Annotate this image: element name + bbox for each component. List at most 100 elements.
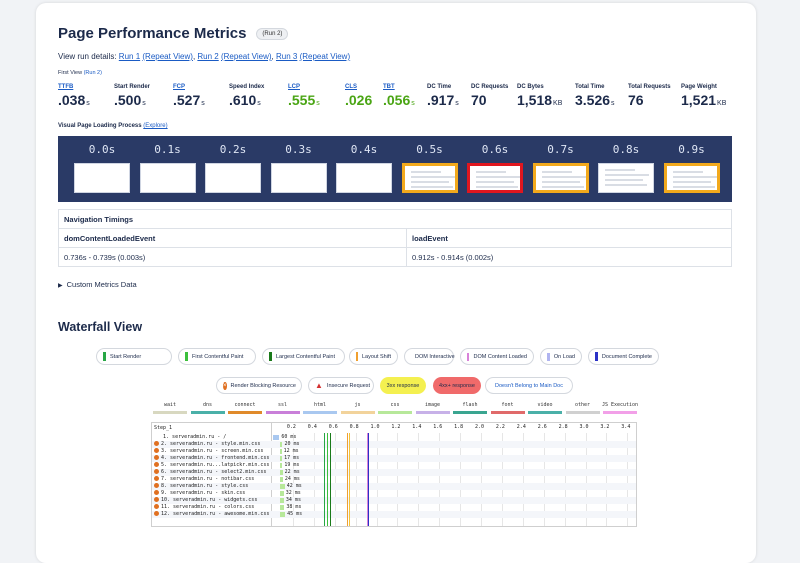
legend-render-blocking-resource: × Render Blocking Resource [216, 377, 302, 394]
table-row[interactable]: 12. serveradmin.ru - awesome.min.css 45 m… [152, 511, 636, 518]
metric-label[interactable]: TBT [383, 84, 395, 90]
filmstrip-frame[interactable]: 0.2s [203, 136, 263, 193]
run-3-repeat-link[interactable]: (Repeat View) [299, 52, 351, 61]
metric-lcp: LCP .555s [288, 84, 320, 108]
legend-swatch [595, 352, 598, 361]
time-tick: 0.4 [307, 424, 317, 430]
table-row[interactable]: 5. serveradmin.ru...latpickr.min.css 19 m… [152, 462, 636, 469]
metric-ttfb: TTFB .038s [58, 84, 90, 108]
filmstrip-frame[interactable]: 0.9s [662, 136, 722, 193]
filmstrip-frame[interactable]: 0.7s [531, 136, 591, 193]
filmstrip-frame[interactable]: 0.0s [72, 136, 132, 193]
table-row[interactable]: 9. serveradmin.ru - skin.css 32 ms [152, 490, 636, 497]
first-view-run: (Run 2) [83, 70, 102, 76]
time-tick: 0.8 [349, 424, 359, 430]
table-row[interactable]: 8. serveradmin.ru - style.css 42 ms [152, 483, 636, 490]
frame-time: 0.9s [678, 143, 705, 156]
run-1-link[interactable]: Run 1 [118, 52, 141, 61]
custom-metrics-toggle[interactable]: ▶ Custom Metrics Data [58, 280, 137, 289]
type-label: js [354, 402, 361, 408]
grid-line [376, 433, 378, 526]
request-bar [273, 435, 280, 440]
metric-value: 1,521KB [681, 92, 727, 108]
metric-label[interactable]: FCP [173, 84, 185, 90]
request-name[interactable]: 7. serveradmin.ru - notibar.css [154, 476, 254, 482]
request-name[interactable]: 8. serveradmin.ru - style.css [154, 483, 248, 489]
preview-line [672, 181, 711, 183]
metric-label[interactable]: CLS [345, 84, 357, 90]
request-name[interactable]: 1. serveradmin.ru - / [163, 434, 227, 440]
request-name[interactable]: 4. serveradmin.ru - frontend.min.css [154, 455, 269, 461]
metric-dc-time: DC Time .917s [427, 84, 459, 108]
type-label: dns [202, 402, 213, 408]
frame-time: 0.0s [88, 143, 116, 156]
type-ssl: ssl [263, 402, 303, 414]
type-label: wait [163, 402, 177, 408]
render-blocking-icon [154, 476, 159, 481]
table-row[interactable]: 3. serveradmin.ru - screen.min.css 12 ms [152, 448, 636, 455]
request-name[interactable]: 3. serveradmin.ru - screen.min.css [154, 448, 263, 454]
grid-line [564, 433, 566, 526]
table-row[interactable]: 7. serveradmin.ru - notibar.css 24 ms [152, 476, 636, 483]
navigation-timings: Navigation Timings domContentLoadedEvent… [58, 209, 732, 267]
waterfall-chart[interactable]: Step_1 0.2 0.4 0.6 0.8 1.0 1.2 1.4 1.6 1.8 2.0 2.2… [151, 422, 637, 527]
request-name[interactable]: 10. serveradmin.ru - widgets.css [154, 497, 257, 503]
time-tick: 2.6 [537, 424, 547, 430]
type-label: other [574, 402, 591, 408]
time-tick: 3.2 [600, 424, 610, 430]
time-tick: 1.8 [454, 424, 464, 430]
timing-marker [329, 433, 331, 526]
run-1-repeat-link[interactable]: (Repeat View) [142, 52, 193, 61]
request-name[interactable]: 9. serveradmin.ru - skin.css [154, 490, 245, 496]
time-tick: 1.6 [433, 424, 443, 430]
metric-label[interactable]: TTFB [58, 84, 74, 90]
legend-swatch [547, 352, 550, 361]
table-row[interactable]: 1. serveradmin.ru - / 60 ms [152, 434, 636, 441]
request-name[interactable]: 5. serveradmin.ru...latpickr.min.css [154, 462, 269, 468]
run-2-link[interactable]: Run 2 [197, 52, 219, 61]
grid-line [501, 433, 503, 526]
grid-line [397, 433, 399, 526]
preview-line [476, 171, 506, 173]
custom-metrics-label: Custom Metrics Data [66, 280, 137, 289]
frame-time: 0.8s [612, 143, 640, 156]
request-bar [280, 512, 286, 517]
metric-dc-requests: DC Requests 70 [471, 84, 508, 108]
request-name[interactable]: 2. serveradmin.ru - style.min.css [154, 441, 260, 447]
type-swatch [565, 411, 600, 414]
metric-total-time: Total Time 3.526s [575, 84, 615, 108]
warning-icon: ▲ [315, 381, 323, 390]
table-row[interactable]: 2. serveradmin.ru - style.min.css 20 ms [152, 441, 636, 448]
run-3-link[interactable]: Run 3 [275, 52, 298, 61]
filmstrip-frame[interactable]: 0.5s [400, 136, 460, 193]
table-row[interactable]: 10. serveradmin.ru - widgets.css 34 ms [152, 497, 636, 504]
metric-label: DC Requests [471, 84, 509, 90]
filmstrip-frame[interactable]: 0.1s [138, 136, 198, 193]
grid-line [439, 433, 441, 526]
grid-line [481, 433, 482, 526]
filmstrip-frame[interactable]: 0.4s [334, 136, 394, 193]
time-tick: 0.6 [328, 424, 338, 430]
render-blocking-icon [154, 448, 159, 453]
table-row[interactable]: 6. serveradmin.ru - select2.min.css 22 ms [152, 469, 636, 476]
table-row[interactable]: 4. serveradmin.ru - frontend.min.css 17 m… [152, 455, 636, 462]
filmstrip-frame[interactable]: 0.8s [596, 136, 656, 193]
type-other: other [563, 402, 603, 414]
metric-unit: s [201, 100, 205, 107]
run-2-repeat-link[interactable]: (Repeat View) [220, 52, 272, 61]
explore-link[interactable]: (Explore) [143, 123, 168, 129]
request-name[interactable]: 6. serveradmin.ru - select2.min.css [154, 469, 266, 475]
filmstrip-frame[interactable]: 0.3s [269, 136, 329, 193]
table-row[interactable]: 11. serveradmin.ru - colors.css 38 ms [152, 504, 636, 511]
filmstrip-frame[interactable]: 0.6s [465, 136, 525, 193]
navigation-timings-title: Navigation Timings [58, 209, 732, 229]
request-name[interactable]: 11. serveradmin.ru - colors.css [154, 504, 254, 510]
type-swatch [265, 411, 300, 414]
grid-line [522, 433, 524, 526]
legend-label: 3xx response [386, 382, 420, 389]
request-name[interactable]: 12. serveradmin.ru - awesome.min.css [154, 511, 269, 517]
metric-label[interactable]: LCP [288, 84, 300, 90]
type-flash: flash [450, 402, 490, 414]
metric-start-render: Start Render .500s [114, 84, 150, 108]
legend-dom-interactive: DOM Interactive [404, 348, 455, 365]
